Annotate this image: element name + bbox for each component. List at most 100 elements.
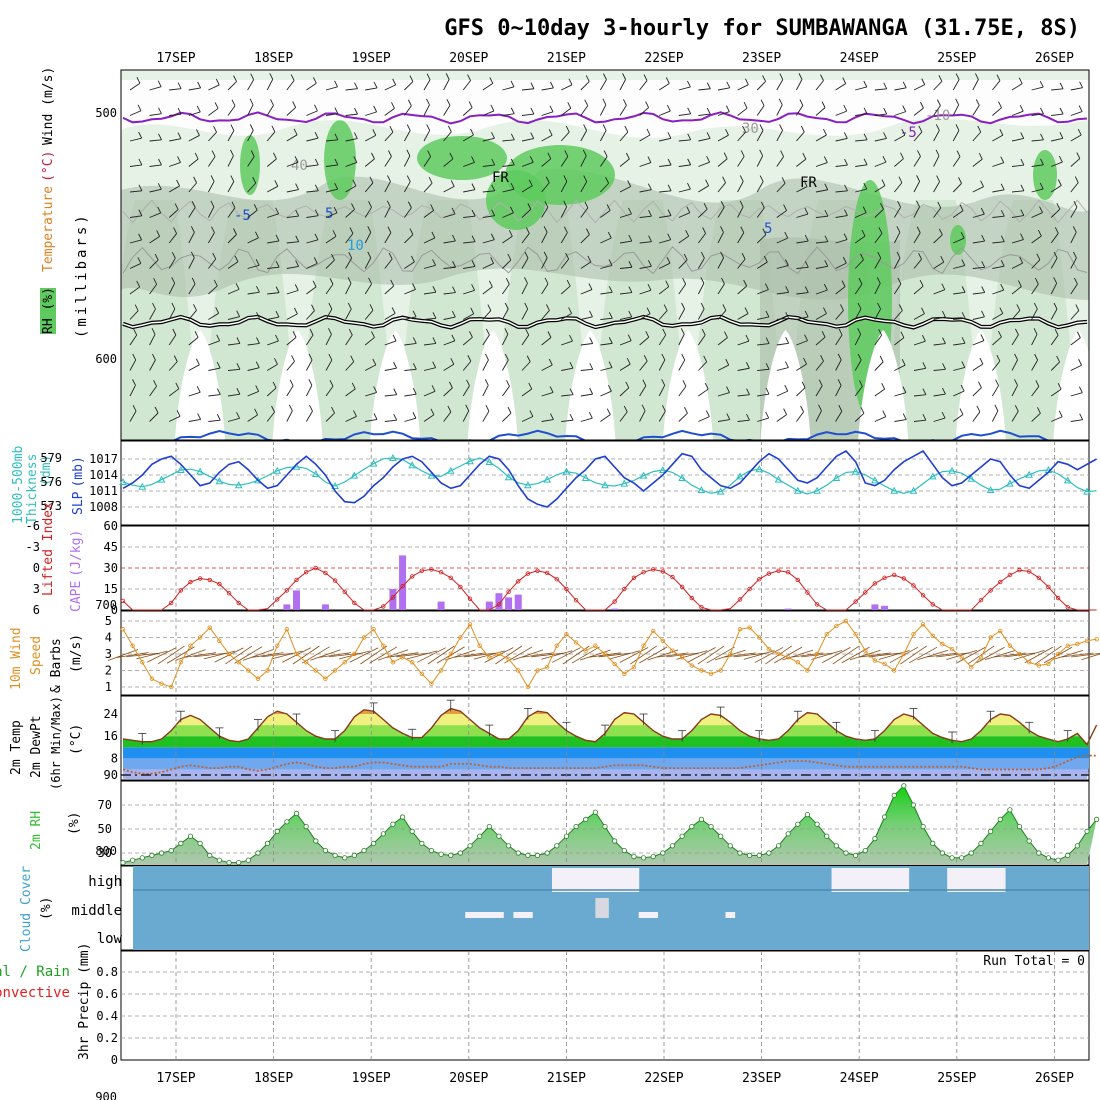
rh2m-point	[399, 814, 406, 820]
wind10-barb	[166, 646, 195, 664]
cloud-clear-high	[947, 868, 958, 892]
wind10-speed-point	[352, 651, 357, 657]
wind10-speed-point	[487, 655, 492, 660]
rh2m-point	[197, 840, 203, 847]
rh2m-point	[959, 855, 965, 861]
wind-label: Wind (m/s)	[41, 67, 56, 145]
wind10-speed-point	[882, 661, 887, 667]
bottom-date-label: 21SEP	[547, 1071, 586, 1086]
cloud-clear-high	[619, 868, 630, 892]
top-date-label: 24SEP	[840, 51, 879, 66]
axis-tick-label: 16	[104, 729, 118, 743]
lifted-index-point	[496, 602, 502, 607]
thickness-point	[389, 453, 397, 461]
wind10-barb	[1013, 649, 1045, 661]
wind10-barb	[936, 652, 968, 658]
lifted-index-point	[901, 576, 907, 581]
wind10-speed-point	[410, 660, 415, 665]
thickness-point	[273, 466, 282, 474]
rh2m-point	[332, 852, 338, 859]
lifted-index-point	[419, 568, 425, 573]
lifted-index-point	[747, 586, 752, 592]
lifted-index-point	[1026, 569, 1032, 574]
wind10-speed-point	[390, 660, 396, 665]
wind10-barb	[251, 652, 284, 658]
rh2m-point	[718, 833, 724, 839]
lifted-index-point	[776, 568, 781, 573]
wind10-speed-point	[1036, 663, 1041, 668]
axis-tick-label: 0.4	[96, 1009, 118, 1023]
wind10-speed-point	[863, 648, 868, 653]
wind10-barb	[147, 647, 177, 663]
rh2m-point	[226, 859, 232, 866]
temp2m-label: 2m Temp	[9, 720, 24, 775]
chart-title: GFS 0~10day 3-hourly for SUMBAWANGA (31.…	[444, 16, 1080, 41]
rh2m-point	[939, 850, 946, 856]
lifted-index-point	[670, 574, 675, 580]
lifted-index-point	[120, 598, 126, 604]
wind10-barb	[598, 652, 631, 658]
rh2m-point	[824, 833, 830, 839]
rh2m-point	[708, 823, 714, 830]
rh2m-point	[380, 831, 386, 837]
wind10-barb	[782, 649, 814, 661]
lifted-index-point	[998, 579, 1003, 585]
wind10-speed-point	[641, 643, 646, 648]
rh2m-point	[1007, 807, 1013, 813]
rh2m-point	[1045, 855, 1052, 861]
axis-tick-label: 0.6	[96, 987, 118, 1001]
wind10-speed-point	[313, 668, 318, 673]
wind10-speed-point	[120, 627, 126, 632]
wind10-speed-point	[1055, 651, 1061, 657]
rh2m-unit: (%)	[67, 812, 82, 835]
wind10-speed-point	[901, 651, 907, 657]
lifted-index-point	[458, 584, 463, 590]
thickness-point	[909, 486, 918, 494]
wind10-speed-point	[573, 640, 579, 645]
lifted-index-point	[795, 577, 800, 583]
rh2m-point	[409, 828, 415, 835]
rh2m-point	[891, 792, 897, 799]
wind10-speed-point	[525, 684, 531, 690]
wind10-barb	[136, 650, 168, 660]
wind10-speed-point	[699, 668, 704, 673]
wind10-barb	[859, 652, 891, 658]
wind10-barb	[292, 645, 320, 665]
rh2m-point	[293, 810, 300, 817]
wind10-speed-point	[689, 663, 694, 668]
cape-bar	[399, 555, 407, 610]
thickness-point	[311, 469, 320, 477]
precip-total-label: tal / Rain	[0, 964, 70, 980]
lifted-index-point	[217, 581, 222, 587]
wind10-barb	[849, 649, 881, 661]
wind10-speed-label: Speed	[29, 636, 44, 675]
precip-conv-label: Convective	[0, 985, 70, 1001]
thickness-point	[832, 473, 841, 481]
rh2m-point	[602, 823, 608, 830]
wind10-speed-point	[622, 671, 627, 676]
wind10-speed-point	[1084, 638, 1090, 643]
axis-tick-label: 800	[95, 844, 117, 858]
wind10-speed-point	[969, 665, 974, 670]
rh2m-point	[158, 850, 165, 856]
rh2m-point	[342, 855, 348, 861]
cape-bar	[871, 604, 879, 610]
contour-label: 30	[742, 121, 759, 137]
axis-tick-label: 8	[111, 751, 118, 765]
lifted-index-point	[631, 575, 637, 580]
cloud-level-high: high	[88, 874, 122, 890]
wind10-speed-point	[612, 661, 617, 667]
wind10-barb	[714, 649, 746, 661]
wind10-speed-point	[496, 651, 502, 657]
rh2m-point	[853, 852, 859, 859]
wind10-barb	[666, 652, 699, 658]
wind10-barb	[107, 649, 139, 661]
bottom-date-label: 23SEP	[742, 1071, 781, 1086]
cape-bar	[495, 593, 503, 610]
lifted-index-point	[226, 591, 232, 596]
slp-label: SLP(mb)	[71, 456, 86, 515]
axis-tick-label: 0.8	[96, 965, 118, 979]
axis-tick-label: 700	[95, 598, 117, 612]
rh2m-point	[120, 859, 126, 866]
